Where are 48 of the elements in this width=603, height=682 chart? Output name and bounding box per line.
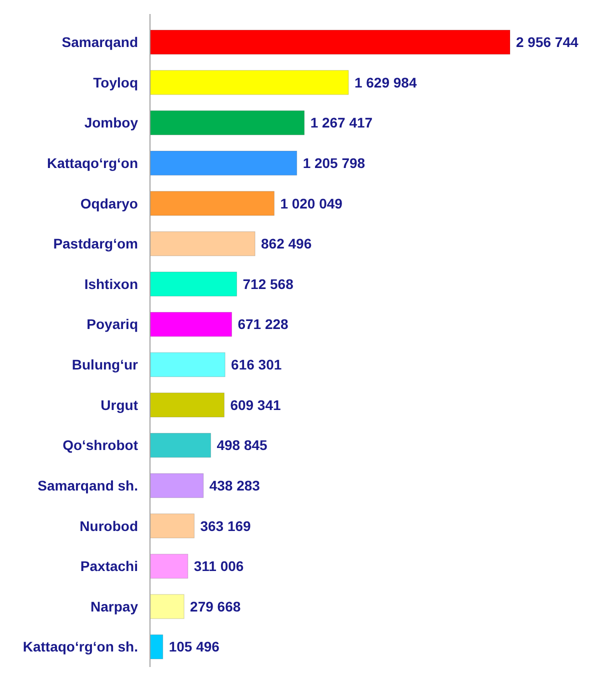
data-label: 438 283 — [209, 477, 260, 494]
data-label: 712 568 — [242, 276, 294, 292]
bar — [150, 554, 188, 579]
bar — [150, 30, 510, 54]
bar — [150, 70, 349, 95]
y-tick-label: Toyloq — [93, 74, 138, 90]
bar — [150, 191, 274, 216]
y-tick-label: Kattaqo‘rg‘on sh. — [22, 638, 138, 655]
y-tick-label: Jomboy — [84, 114, 138, 131]
data-label: 1 267 417 — [310, 114, 373, 131]
data-label: 105 496 — [168, 638, 220, 655]
data-label: 279 668 — [190, 598, 241, 614]
y-tick-label: Nurobod — [80, 518, 138, 534]
data-label: 498 845 — [216, 437, 268, 454]
bar — [150, 110, 305, 136]
data-label: 363 169 — [200, 518, 252, 534]
bar — [150, 594, 184, 619]
y-tick-label: Oqdaryo — [80, 195, 138, 212]
y-tick-label: Paxtachi — [80, 558, 138, 574]
data-label: 616 301 — [231, 356, 282, 373]
y-tick-label: Ishtixon — [84, 276, 138, 292]
bar — [150, 634, 164, 660]
bar — [150, 272, 238, 296]
data-label: 1 205 798 — [302, 154, 366, 171]
data-label: 2 956 744 — [516, 34, 578, 50]
y-tick-label: Poyariq — [86, 316, 138, 332]
bar — [150, 432, 211, 458]
bar — [150, 392, 224, 418]
data-label: 862 496 — [261, 236, 312, 252]
y-tick-label: Kattaqo‘rg‘on — [47, 154, 138, 171]
y-tick-label: Samarqand sh. — [38, 477, 138, 494]
y-tick-label: Pastdarg‘om — [53, 236, 138, 252]
y-tick-label: Qo‘shrobot — [62, 437, 138, 454]
y-tick-label: Urgut — [100, 396, 138, 413]
y-tick-label: Narpay — [90, 598, 138, 614]
bar — [150, 312, 232, 337]
y-tick-label: Samarqand — [62, 34, 138, 50]
data-label: 671 228 — [238, 316, 289, 332]
bar — [150, 231, 256, 256]
bar — [150, 473, 204, 498]
data-label: 1 629 984 — [354, 74, 417, 90]
data-label: 609 341 — [230, 396, 282, 413]
bar — [150, 150, 298, 176]
data-label: 311 006 — [194, 558, 244, 574]
data-label: 1 020 049 — [280, 195, 343, 212]
bar — [150, 352, 226, 377]
bar — [150, 514, 194, 538]
y-tick-label: Bulung‘ur — [72, 356, 139, 373]
